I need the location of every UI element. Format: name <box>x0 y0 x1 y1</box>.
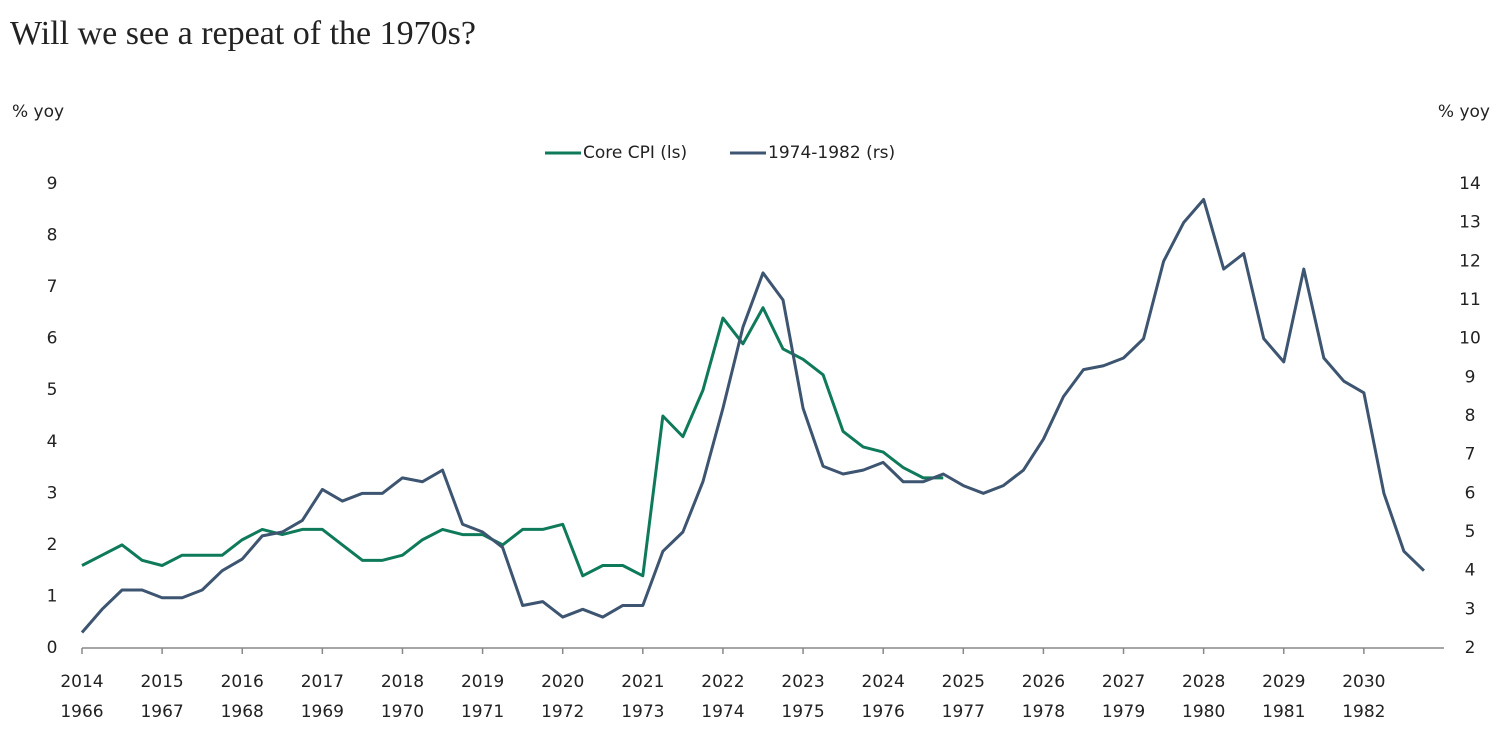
x-tick-label-secondary: 1969 <box>301 702 344 722</box>
x-tick-label: 2029 <box>1262 672 1305 692</box>
series-line <box>81 306 944 578</box>
x-tick-label: 2017 <box>301 672 344 692</box>
x-tick-label: 2026 <box>1022 672 1065 692</box>
x-tick-label-secondary: 1978 <box>1022 702 1065 722</box>
x-tick-label-secondary: 1973 <box>621 702 664 722</box>
x-tick-label-secondary: 1979 <box>1102 702 1145 722</box>
x-tick-label: 2014 <box>60 672 103 692</box>
y-axis-label: % yoy <box>12 102 64 122</box>
y-tick-label: 1 <box>47 586 58 606</box>
x-tick-label-secondary: 1968 <box>221 702 264 722</box>
y2-tick-label: 12 <box>1459 251 1481 271</box>
y-tick-label: 0 <box>47 638 58 658</box>
y2-axis-label: % yoy <box>1438 102 1490 122</box>
x-tick-label-secondary: 1981 <box>1262 702 1305 722</box>
y2-tick-label: 10 <box>1459 329 1481 349</box>
y2-tick-label: 14 <box>1459 174 1481 194</box>
legend-label: Core CPI (ls) <box>583 143 687 163</box>
x-tick-label-secondary: 1974 <box>701 702 744 722</box>
x-tick-label: 2019 <box>461 672 504 692</box>
series-line <box>80 197 1426 634</box>
x-tick-label-secondary: 1972 <box>541 702 584 722</box>
legend-label: 1974-1982 (rs) <box>768 143 895 163</box>
x-tick-label-secondary: 1970 <box>381 702 424 722</box>
x-tick-label-secondary: 1980 <box>1182 702 1225 722</box>
y2-tick-label: 5 <box>1465 522 1476 542</box>
x-tick-label-secondary: 1976 <box>862 702 905 722</box>
y-tick-label: 6 <box>47 329 58 349</box>
x-tick-label: 2024 <box>862 672 905 692</box>
y2-tick-label: 9 <box>1465 367 1476 387</box>
x-tick-label: 2018 <box>381 672 424 692</box>
x-tick-label-secondary: 1982 <box>1342 702 1385 722</box>
x-tick-label: 2021 <box>621 672 664 692</box>
x-tick-label: 2027 <box>1102 672 1145 692</box>
y2-tick-label: 4 <box>1465 561 1476 581</box>
x-tick-label: 2016 <box>221 672 264 692</box>
y2-tick-label: 13 <box>1459 213 1481 233</box>
x-tick-label-secondary: 1975 <box>781 702 824 722</box>
x-tick-label: 2020 <box>541 672 584 692</box>
y2-tick-label: 2 <box>1465 638 1476 658</box>
y-tick-label: 3 <box>47 483 58 503</box>
x-tick-label-secondary: 1966 <box>60 702 103 722</box>
x-tick-label-secondary: 1967 <box>140 702 183 722</box>
x-tick-label-secondary: 1971 <box>461 702 504 722</box>
y2-tick-label: 3 <box>1465 599 1476 619</box>
y2-tick-label: 11 <box>1459 290 1481 310</box>
y-tick-label: 8 <box>47 226 58 246</box>
y2-tick-label: 7 <box>1465 445 1476 465</box>
chart-title: Will we see a repeat of the 1970s? <box>10 15 476 52</box>
y-tick-label: 9 <box>47 174 58 194</box>
y2-tick-label: 6 <box>1465 483 1476 503</box>
x-tick-label: 2023 <box>781 672 824 692</box>
y-tick-label: 2 <box>47 535 58 555</box>
y-tick-label: 4 <box>47 432 58 452</box>
x-tick-label-secondary: 1977 <box>942 702 985 722</box>
y-tick-label: 5 <box>47 380 58 400</box>
x-tick-label: 2025 <box>942 672 985 692</box>
x-tick-label: 2028 <box>1182 672 1225 692</box>
x-tick-label: 2015 <box>140 672 183 692</box>
x-tick-label: 2030 <box>1342 672 1385 692</box>
y-tick-label: 7 <box>47 277 58 297</box>
x-tick-label: 2022 <box>701 672 744 692</box>
y2-tick-label: 8 <box>1465 406 1476 426</box>
